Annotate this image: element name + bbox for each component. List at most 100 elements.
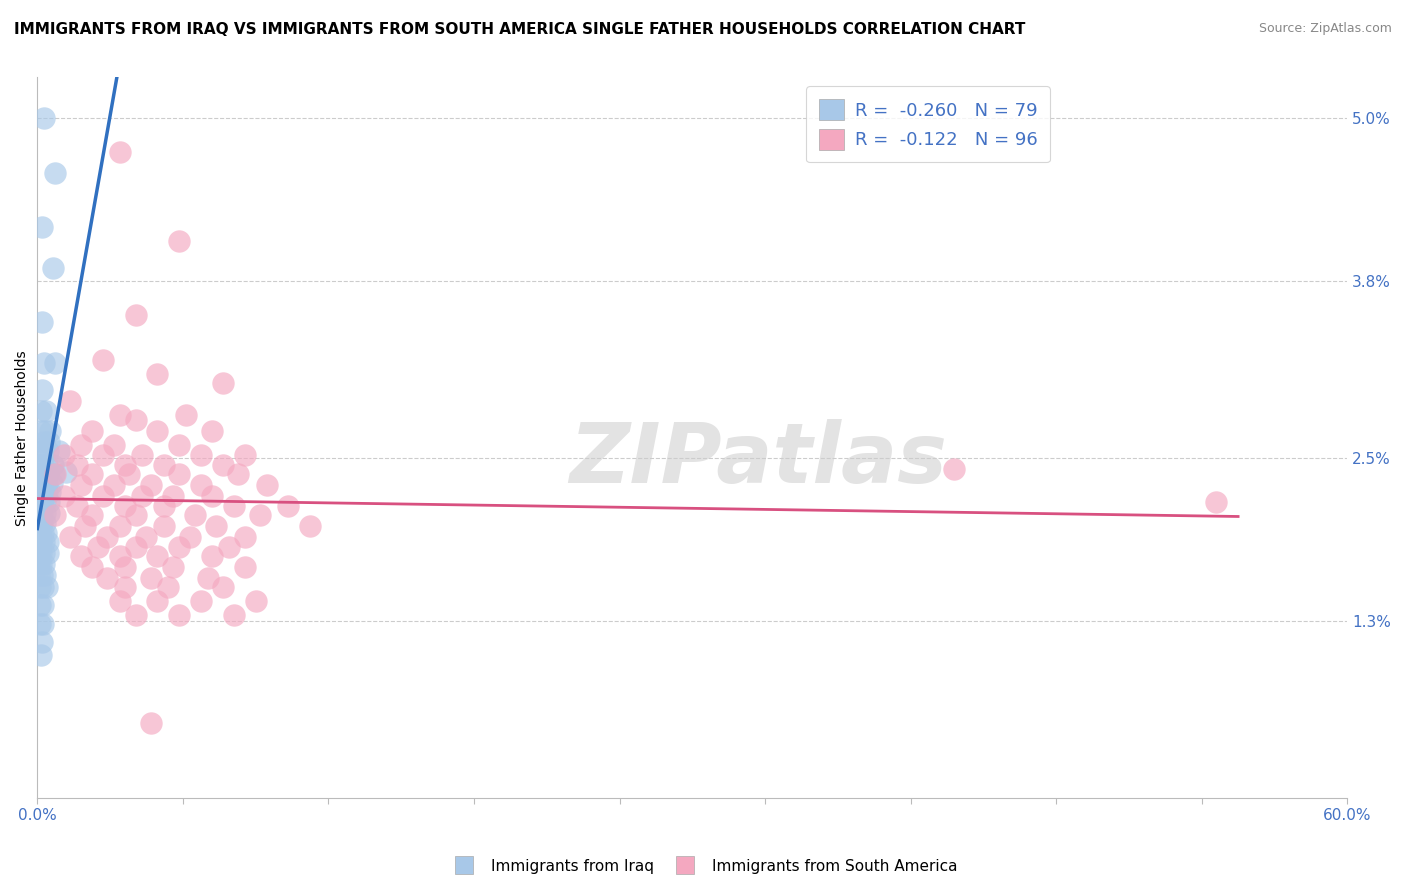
Point bbox=[44, 356, 66, 370]
Point bbox=[124, 309, 146, 323]
Point bbox=[28, 558, 51, 572]
Point bbox=[75, 519, 97, 533]
Point bbox=[153, 499, 176, 513]
Point bbox=[91, 489, 114, 503]
Point bbox=[70, 437, 93, 451]
Point bbox=[201, 489, 224, 503]
Point bbox=[42, 467, 65, 482]
Point bbox=[233, 560, 256, 574]
Point bbox=[190, 478, 212, 492]
Point bbox=[103, 478, 125, 492]
Point bbox=[174, 408, 197, 422]
Point bbox=[299, 519, 322, 533]
Text: ZIPatlas: ZIPatlas bbox=[569, 419, 946, 500]
Point bbox=[30, 535, 52, 549]
Point bbox=[41, 458, 63, 472]
Point bbox=[34, 506, 56, 520]
Point bbox=[59, 394, 82, 409]
Point bbox=[233, 530, 256, 544]
Point bbox=[249, 508, 271, 523]
Point bbox=[28, 568, 51, 582]
Point bbox=[222, 499, 245, 513]
Point bbox=[135, 530, 157, 544]
Point bbox=[80, 508, 103, 523]
Point bbox=[37, 444, 59, 458]
Point bbox=[37, 535, 59, 549]
Point bbox=[37, 458, 59, 472]
Point bbox=[37, 546, 59, 560]
Point bbox=[37, 475, 59, 490]
Point bbox=[38, 506, 60, 520]
Point bbox=[167, 437, 190, 451]
Point bbox=[41, 475, 63, 490]
Point bbox=[110, 594, 132, 608]
Point bbox=[87, 540, 110, 554]
Point bbox=[91, 449, 114, 463]
Legend: Immigrants from Iraq, Immigrants from South America: Immigrants from Iraq, Immigrants from So… bbox=[443, 853, 963, 880]
Point bbox=[212, 458, 235, 472]
Point bbox=[31, 315, 53, 329]
Point bbox=[139, 571, 162, 585]
Point bbox=[30, 648, 52, 663]
Text: Source: ZipAtlas.com: Source: ZipAtlas.com bbox=[1258, 22, 1392, 36]
Point bbox=[27, 494, 49, 508]
Point bbox=[66, 458, 89, 472]
Point bbox=[212, 376, 235, 391]
Point bbox=[31, 444, 53, 458]
Point bbox=[27, 485, 49, 500]
Point bbox=[55, 465, 77, 479]
Point bbox=[31, 458, 53, 472]
Point bbox=[52, 449, 75, 463]
Point bbox=[27, 467, 49, 482]
Point bbox=[31, 383, 53, 397]
Point bbox=[28, 458, 51, 472]
Point bbox=[167, 607, 190, 622]
Point bbox=[34, 494, 56, 508]
Point bbox=[31, 516, 53, 531]
Point bbox=[146, 367, 169, 381]
Text: IMMIGRANTS FROM IRAQ VS IMMIGRANTS FROM SOUTH AMERICA SINGLE FATHER HOUSEHOLDS C: IMMIGRANTS FROM IRAQ VS IMMIGRANTS FROM … bbox=[14, 22, 1025, 37]
Point bbox=[32, 535, 55, 549]
Point bbox=[31, 598, 53, 612]
Point bbox=[32, 112, 55, 126]
Point bbox=[30, 424, 52, 438]
Point bbox=[146, 424, 169, 438]
Point bbox=[183, 508, 205, 523]
Point bbox=[28, 516, 51, 531]
Point bbox=[943, 462, 966, 476]
Point bbox=[205, 519, 228, 533]
Point bbox=[212, 580, 235, 594]
Point bbox=[190, 594, 212, 608]
Point bbox=[30, 546, 52, 560]
Point bbox=[27, 506, 49, 520]
Point bbox=[34, 516, 56, 531]
Point bbox=[31, 634, 53, 648]
Point bbox=[48, 444, 70, 458]
Point bbox=[37, 467, 59, 482]
Point bbox=[32, 467, 55, 482]
Point bbox=[28, 617, 51, 632]
Point bbox=[31, 219, 53, 234]
Point bbox=[124, 540, 146, 554]
Point bbox=[96, 530, 118, 544]
Point bbox=[103, 437, 125, 451]
Point bbox=[124, 508, 146, 523]
Point bbox=[162, 489, 184, 503]
Point bbox=[114, 560, 136, 574]
Point bbox=[28, 444, 51, 458]
Point bbox=[110, 549, 132, 563]
Point bbox=[30, 467, 52, 482]
Point bbox=[32, 475, 55, 490]
Point bbox=[70, 478, 93, 492]
Point bbox=[110, 145, 132, 160]
Point bbox=[110, 408, 132, 422]
Point bbox=[44, 508, 66, 523]
Point bbox=[114, 458, 136, 472]
Point bbox=[124, 413, 146, 427]
Point bbox=[28, 535, 51, 549]
Point bbox=[30, 558, 52, 572]
Point bbox=[233, 449, 256, 463]
Point bbox=[218, 540, 240, 554]
Point bbox=[28, 494, 51, 508]
Point bbox=[27, 516, 49, 531]
